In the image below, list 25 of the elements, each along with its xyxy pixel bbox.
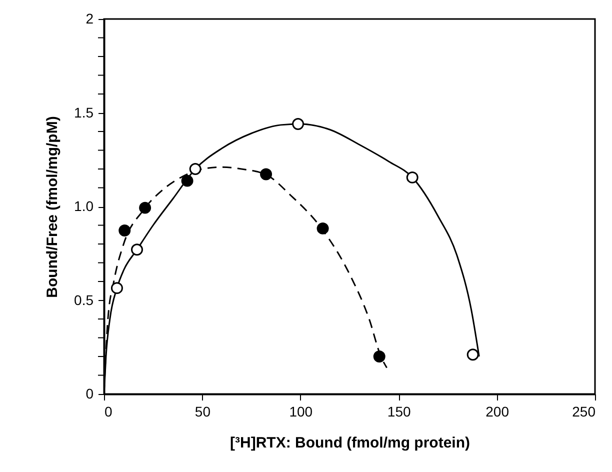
x-tick-label: 150 [387, 404, 411, 420]
x-tick-label: 200 [486, 404, 510, 420]
point [110, 282, 123, 294]
x-tick-label: 250 [572, 404, 596, 420]
point [373, 350, 386, 362]
x-tick-label: 0 [104, 404, 112, 420]
point [316, 222, 329, 234]
point [181, 174, 194, 187]
x-tick-label: 100 [289, 404, 313, 420]
y-tick-label: 2 [86, 10, 94, 26]
point [189, 163, 202, 175]
point [139, 202, 152, 214]
y-tick-label: 1.5 [74, 104, 94, 120]
y-tick-label: 0 [86, 386, 94, 402]
point [406, 171, 418, 184]
point [131, 244, 143, 256]
point [466, 348, 479, 361]
x-tick-label: 50 [194, 404, 211, 420]
point [292, 118, 304, 130]
y-axis-title: Bound/Free (fmol/mg/pM) [44, 116, 62, 298]
y-tick-label: 1.0 [74, 198, 94, 214]
point [260, 168, 272, 180]
y-tick-label: 0.5 [74, 292, 94, 308]
point [118, 224, 131, 236]
x-axis-title: [³H]RTX: Bound (fmol/mg protein) [230, 434, 470, 452]
